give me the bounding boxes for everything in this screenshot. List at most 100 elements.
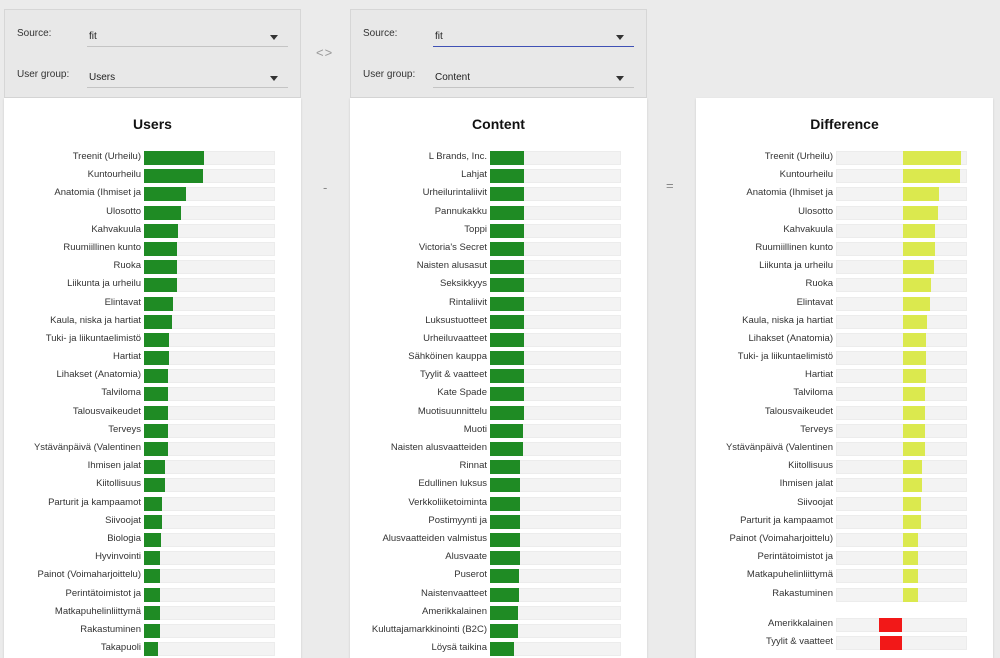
bar-row[interactable]: Matkapuhelinliittymä bbox=[4, 604, 301, 622]
bar-row[interactable]: Ihmisen jalat bbox=[4, 458, 301, 476]
bar-row[interactable]: Hyvinvointi bbox=[4, 549, 301, 567]
swap-button[interactable]: <> bbox=[316, 45, 334, 60]
difference-chart-title: Difference bbox=[810, 116, 879, 132]
left-source-select[interactable]: fit bbox=[87, 28, 288, 47]
bar-row[interactable]: Kiitollisuus bbox=[4, 476, 301, 494]
bar-row[interactable]: Toppi bbox=[350, 222, 647, 240]
bar-row[interactable]: Luksustuotteet bbox=[350, 313, 647, 331]
bar-fill bbox=[902, 241, 936, 256]
bar-row[interactable]: Tyylit & vaatteet bbox=[350, 367, 647, 385]
bar-row[interactable]: Löysä taikina bbox=[350, 640, 647, 658]
left-group-select[interactable]: Users bbox=[87, 69, 288, 88]
bar-row[interactable]: Kuluttajamarkkinointi (B2C) bbox=[350, 622, 647, 640]
bar-fill bbox=[902, 296, 930, 311]
bar-row[interactable]: Pannukakku bbox=[350, 204, 647, 222]
bar-row[interactable]: Naisten alusvaatteiden bbox=[350, 440, 647, 458]
bar-track bbox=[490, 223, 621, 238]
bar-row[interactable]: Kaula, niska ja hartiat bbox=[4, 313, 301, 331]
bar-row[interactable]: Urheilurintaliivit bbox=[350, 185, 647, 203]
bar-fill bbox=[902, 332, 927, 347]
bar-row[interactable]: Seksikkyys bbox=[350, 276, 647, 294]
bar-row[interactable]: Parturit ja kampaamot bbox=[4, 495, 301, 513]
bar-row[interactable]: Kuntourheilu bbox=[4, 167, 301, 185]
bar-row[interactable]: Painot (Voimaharjoittelu) bbox=[4, 567, 301, 585]
bar-row[interactable]: Ystävänpäivä (Valentinen bbox=[4, 440, 301, 458]
bar-track bbox=[836, 460, 967, 475]
bar-row[interactable]: Siivoojat bbox=[696, 495, 993, 513]
bar-row[interactable]: Terveys bbox=[696, 422, 993, 440]
bar-row[interactable]: Amerikkalainen bbox=[696, 616, 993, 634]
bar-row[interactable]: Amerikkalainen bbox=[350, 604, 647, 622]
bar-row[interactable]: Kaula, niska ja hartiat bbox=[696, 313, 993, 331]
bar-row[interactable]: Anatomia (Ihmiset ja bbox=[4, 185, 301, 203]
bar-row[interactable]: Matkapuhelinliittymä bbox=[696, 567, 993, 585]
bar-row[interactable]: Edullinen luksus bbox=[350, 476, 647, 494]
bar-row[interactable]: Hartiat bbox=[696, 367, 993, 385]
bar-row[interactable]: Ruumiillinen kunto bbox=[696, 240, 993, 258]
bar-row[interactable]: Rakastuminen bbox=[696, 586, 993, 604]
bar-row[interactable]: Rintaliivit bbox=[350, 295, 647, 313]
bar-fill bbox=[490, 332, 525, 347]
bar-row[interactable]: Kahvakuula bbox=[696, 222, 993, 240]
bar-row[interactable]: Ruumiillinen kunto bbox=[4, 240, 301, 258]
bar-row[interactable]: Alusvaatteiden valmistus bbox=[350, 531, 647, 549]
bar-row[interactable]: Perintätoimistot ja bbox=[4, 586, 301, 604]
bar-row[interactable]: Siivoojat bbox=[4, 513, 301, 531]
bar-row[interactable]: Naisten alusasut bbox=[350, 258, 647, 276]
bar-row[interactable]: Rakastuminen bbox=[4, 622, 301, 640]
bar-row[interactable]: Ihmisen jalat bbox=[696, 476, 993, 494]
bar-row[interactable]: Ruoka bbox=[696, 276, 993, 294]
bar-row[interactable]: Alusvaate bbox=[350, 549, 647, 567]
bar-row[interactable]: Talviloma bbox=[4, 385, 301, 403]
bar-row[interactable]: Lahjat bbox=[350, 167, 647, 185]
bar-row[interactable]: Sähköinen kauppa bbox=[350, 349, 647, 367]
bar-row[interactable]: Anatomia (Ihmiset ja bbox=[696, 185, 993, 203]
bar-label: Amerikkalainen bbox=[422, 605, 487, 617]
bar-row[interactable]: L Brands, Inc. bbox=[350, 149, 647, 167]
bar-row[interactable]: Ystävänpäivä (Valentinen bbox=[696, 440, 993, 458]
bar-row[interactable]: Victoria's Secret bbox=[350, 240, 647, 258]
bar-row[interactable]: Parturit ja kampaamot bbox=[696, 513, 993, 531]
bar-row[interactable]: Talousvaikeudet bbox=[696, 404, 993, 422]
bar-row[interactable]: Kate Spade bbox=[350, 385, 647, 403]
bar-row[interactable]: Takapuoli bbox=[4, 640, 301, 658]
bar-row[interactable]: Treenit (Urheilu) bbox=[4, 149, 301, 167]
bar-label: Rakastuminen bbox=[772, 587, 833, 599]
bar-row[interactable]: Tyylit & vaatteet bbox=[696, 634, 993, 652]
bar-row[interactable]: Elintavat bbox=[4, 295, 301, 313]
bar-row[interactable]: Terveys bbox=[4, 422, 301, 440]
bar-row[interactable]: Kiitollisuus bbox=[696, 458, 993, 476]
bar-label: Tyylit & vaatteet bbox=[765, 635, 833, 647]
bar-row[interactable]: Rinnat bbox=[350, 458, 647, 476]
bar-row[interactable]: Liikunta ja urheilu bbox=[4, 276, 301, 294]
bar-row[interactable]: Urheiluvaatteet bbox=[350, 331, 647, 349]
bar-row[interactable]: Perintätoimistot ja bbox=[696, 549, 993, 567]
bar-row[interactable]: Naistenvaatteet bbox=[350, 586, 647, 604]
bar-row[interactable]: Kuntourheilu bbox=[696, 167, 993, 185]
bar-row[interactable]: Treenit (Urheilu) bbox=[696, 149, 993, 167]
right-source-select[interactable]: fit bbox=[433, 28, 634, 47]
bar-row[interactable]: Painot (Voimaharjoittelu) bbox=[696, 531, 993, 549]
bar-row[interactable]: Tuki- ja liikuntaelimistö bbox=[4, 331, 301, 349]
bar-row[interactable]: Kahvakuula bbox=[4, 222, 301, 240]
bar-row[interactable]: Elintavat bbox=[696, 295, 993, 313]
bar-row[interactable]: Muotisuunnittelu bbox=[350, 404, 647, 422]
bar-row[interactable]: Postimyynti ja bbox=[350, 513, 647, 531]
bar-row[interactable]: Lihakset (Anatomia) bbox=[696, 331, 993, 349]
bar-row[interactable]: Hartiat bbox=[4, 349, 301, 367]
bar-row[interactable]: Biologia bbox=[4, 531, 301, 549]
bar-row[interactable]: Liikunta ja urheilu bbox=[696, 258, 993, 276]
bar-row[interactable]: Tuki- ja liikuntaelimistö bbox=[696, 349, 993, 367]
bar-row[interactable]: Ulosotto bbox=[4, 204, 301, 222]
bar-row[interactable]: Lihakset (Anatomia) bbox=[4, 367, 301, 385]
bar-row[interactable]: Ulosotto bbox=[696, 204, 993, 222]
bar-row[interactable]: Puserot bbox=[350, 567, 647, 585]
bar-row[interactable]: Talousvaikeudet bbox=[4, 404, 301, 422]
bar-track bbox=[836, 442, 967, 456]
bar-row[interactable]: Verkkoliiketoiminta bbox=[350, 495, 647, 513]
right-group-select[interactable]: Content bbox=[433, 69, 634, 88]
bar-row[interactable]: Muoti bbox=[350, 422, 647, 440]
bar-row[interactable]: Talviloma bbox=[696, 385, 993, 403]
bar-row[interactable]: Ruoka bbox=[4, 258, 301, 276]
bar-label: Siivoojat bbox=[105, 514, 141, 526]
